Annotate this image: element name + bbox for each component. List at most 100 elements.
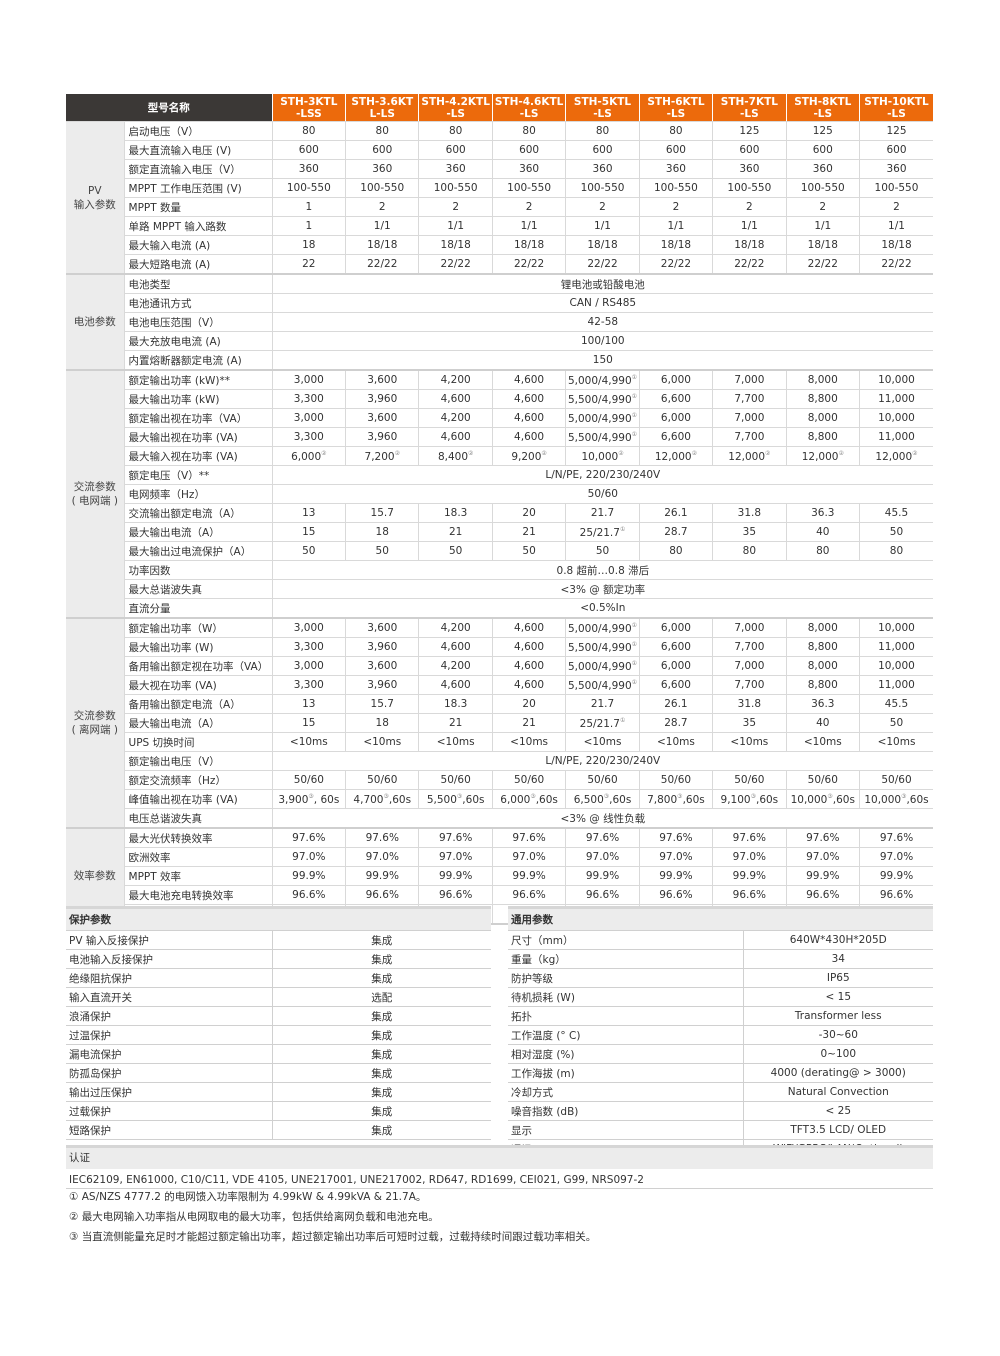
protection-label: 绝缘阻抗保护 xyxy=(66,968,273,988)
row-label: 启动电压（V） xyxy=(123,121,273,141)
main-spec-table: 型号名称 STH-3KTL -LSS STH-3.6KT L-LS STH-4.2K… xyxy=(66,94,933,925)
row-label: 最大充放电电流 (A) xyxy=(123,331,273,351)
row-label: 额定输出视在功率（VA） xyxy=(123,408,273,428)
protection-label: 输出过压保护 xyxy=(66,1082,273,1102)
cell-value: 22/22 xyxy=(712,254,787,275)
row-label: 最大短路电流 (A) xyxy=(123,254,273,275)
cell-value: 100-550 xyxy=(638,178,713,198)
row-label: 内置熔断器额定电流 (A) xyxy=(123,350,273,371)
cell-value: 50/60 xyxy=(638,770,713,790)
cell-value: 100-550 xyxy=(712,178,787,198)
spanned-value: 0.8 超前…0.8 滞后 xyxy=(271,560,933,580)
spec-row: 电池电压范围（V） 42-58 xyxy=(66,312,933,332)
cell-value: 99.9% xyxy=(491,866,566,886)
section-label: 交流参数 ( 离网端 ) xyxy=(66,618,125,829)
spec-row: 最大输出视在功率 (VA) 3,300 3,960 4,600 4,600 5,500/4… xyxy=(66,427,933,447)
cell-value: 15.7 xyxy=(345,694,419,714)
general-label: 重量（kg） xyxy=(508,949,744,969)
cell-value: 80 xyxy=(345,121,419,141)
cell-value: 97.6% xyxy=(271,828,346,848)
footnote-marker: ① xyxy=(619,716,626,724)
spec-row: 最大输出电流（A） 15 18 21 21 25/21.7① 28.7 35 40 50 xyxy=(66,713,933,733)
section-label: PV 输入参数 xyxy=(66,121,125,275)
section-label: 电池参数 xyxy=(66,274,125,371)
cell-value: 8,000 xyxy=(785,370,860,390)
cell-value: 99.9% xyxy=(418,866,493,886)
row-label: 最大总谐波失真 xyxy=(123,579,273,599)
spec-row: 最大电池充电转换效率 96.6% 96.6% 96.6% 96.6% 96.6% 96.6%… xyxy=(66,885,933,905)
cell-value: 100-550 xyxy=(271,178,346,198)
cell-value: 7,800③,60s xyxy=(638,789,713,809)
spanned-value: CAN / RS485 xyxy=(271,293,933,313)
protection-row: 输出过压保护 集成 xyxy=(66,1082,491,1102)
cell-value: 5,500/4,990① xyxy=(565,389,640,409)
footnote-1: ① AS/NZS 4777.2 的电网馈入功率限制为 4.99kW & 4.99… xyxy=(69,1191,427,1203)
footnote-marker: ② xyxy=(838,449,844,457)
spec-row: 额定直流输入电压（V） 360 360 360 360 360 360 360 360 360 xyxy=(66,159,933,179)
general-value: < 25 xyxy=(743,1101,933,1121)
cell-value: 8,000 xyxy=(785,656,860,676)
footnote-marker: ② xyxy=(394,449,400,457)
cell-value: 2 xyxy=(565,197,640,217)
cell-value: 97.6% xyxy=(491,828,566,848)
cell-value: 6,500③,60s xyxy=(565,789,640,809)
cell-value: 99.9% xyxy=(345,866,419,886)
spec-row: 额定输出视在功率（VA） 3,000 3,600 4,200 4,600 5,000/4,… xyxy=(66,408,933,428)
cell-value: 12,000② xyxy=(712,446,787,466)
protection-label: 漏电流保护 xyxy=(66,1044,273,1064)
row-label: 最大输出功率 (W) xyxy=(123,637,273,657)
cell-value: 18/18 xyxy=(712,235,787,255)
spanned-value: 42-58 xyxy=(271,312,933,332)
protection-value: 集成 xyxy=(272,1044,491,1064)
spec-row: 交流参数 ( 电网端 ) 额定输出功率 (kW)** 3,000 3,600 4,200… xyxy=(66,370,933,619)
spanned-value: <0.5%In xyxy=(271,598,933,619)
cell-value: 3,960 xyxy=(345,427,419,447)
cell-value: 125 xyxy=(858,121,933,141)
footnote-marker: ② xyxy=(541,449,547,457)
protection-label: 过温保护 xyxy=(66,1025,273,1045)
spec-row: 最大充放电电流 (A) 100/100 xyxy=(66,331,933,351)
cell-value: 100-550 xyxy=(418,178,493,198)
spec-row: 最大短路电流 (A) 22 22/22 22/22 22/22 22/22 22/22 22/… xyxy=(66,254,933,275)
footnote-marker: ② xyxy=(321,449,327,457)
cell-value: 1/1 xyxy=(712,216,787,236)
general-row: 显示 TFT3.5 LCD/ OLED xyxy=(508,1120,933,1140)
row-label: 额定直流输入电压（V） xyxy=(123,159,273,179)
row-label: 电网频率（Hz） xyxy=(123,484,273,504)
spec-row: 直流分量 <0.5%In xyxy=(66,598,933,619)
cell-value: 3,900③, 60s xyxy=(271,789,346,809)
cell-value: 18.3 xyxy=(418,503,493,523)
spec-row: 效率参数 最大光伏转换效率 97.6% 97.6% 97.6% 97.6% 97.6% 97.… xyxy=(66,828,933,925)
cell-value: 4,600 xyxy=(491,427,566,447)
cell-value: 360 xyxy=(345,159,419,179)
cell-value: 600 xyxy=(565,140,640,160)
cell-value: 600 xyxy=(491,140,566,160)
cell-value: 1/1 xyxy=(491,216,566,236)
cell-value: 3,960 xyxy=(345,675,419,695)
row-label: 额定输出功率（W） xyxy=(123,618,273,638)
general-row: 待机损耗 (W) < 15 xyxy=(508,987,933,1007)
row-label: MPPT 数量 xyxy=(123,197,273,217)
model-header-5: STH-5KTL -LS xyxy=(565,94,640,122)
cell-value: 4,600 xyxy=(418,675,493,695)
protection-row: 绝缘阻抗保护 集成 xyxy=(66,968,491,988)
cell-value: 45.5 xyxy=(858,694,933,714)
protection-label: 短路保护 xyxy=(66,1120,273,1140)
cell-value: 125 xyxy=(712,121,787,141)
cell-value: 15 xyxy=(271,713,346,733)
cell-value: 3,300 xyxy=(271,675,346,695)
cell-value: 21 xyxy=(418,522,493,542)
cell-value: 99.9% xyxy=(858,866,933,886)
footnote-marker: ③ xyxy=(750,792,756,800)
general-value: Natural Convection xyxy=(743,1082,933,1102)
cell-value: 9,200② xyxy=(491,446,566,466)
spec-row: 最大输出功率 (W) 3,300 3,960 4,600 4,600 5,500/4,99… xyxy=(66,637,933,657)
cell-value: 18/18 xyxy=(345,235,419,255)
cell-value: <10ms xyxy=(858,732,933,752)
cell-value: 97.6% xyxy=(785,828,860,848)
cell-value: 25/21.7① xyxy=(565,713,640,733)
cell-value: 3,600 xyxy=(345,370,419,390)
cell-value: 13 xyxy=(271,694,346,714)
cell-value: 5,500③,60s xyxy=(418,789,493,809)
cell-value: 7,700 xyxy=(712,675,787,695)
